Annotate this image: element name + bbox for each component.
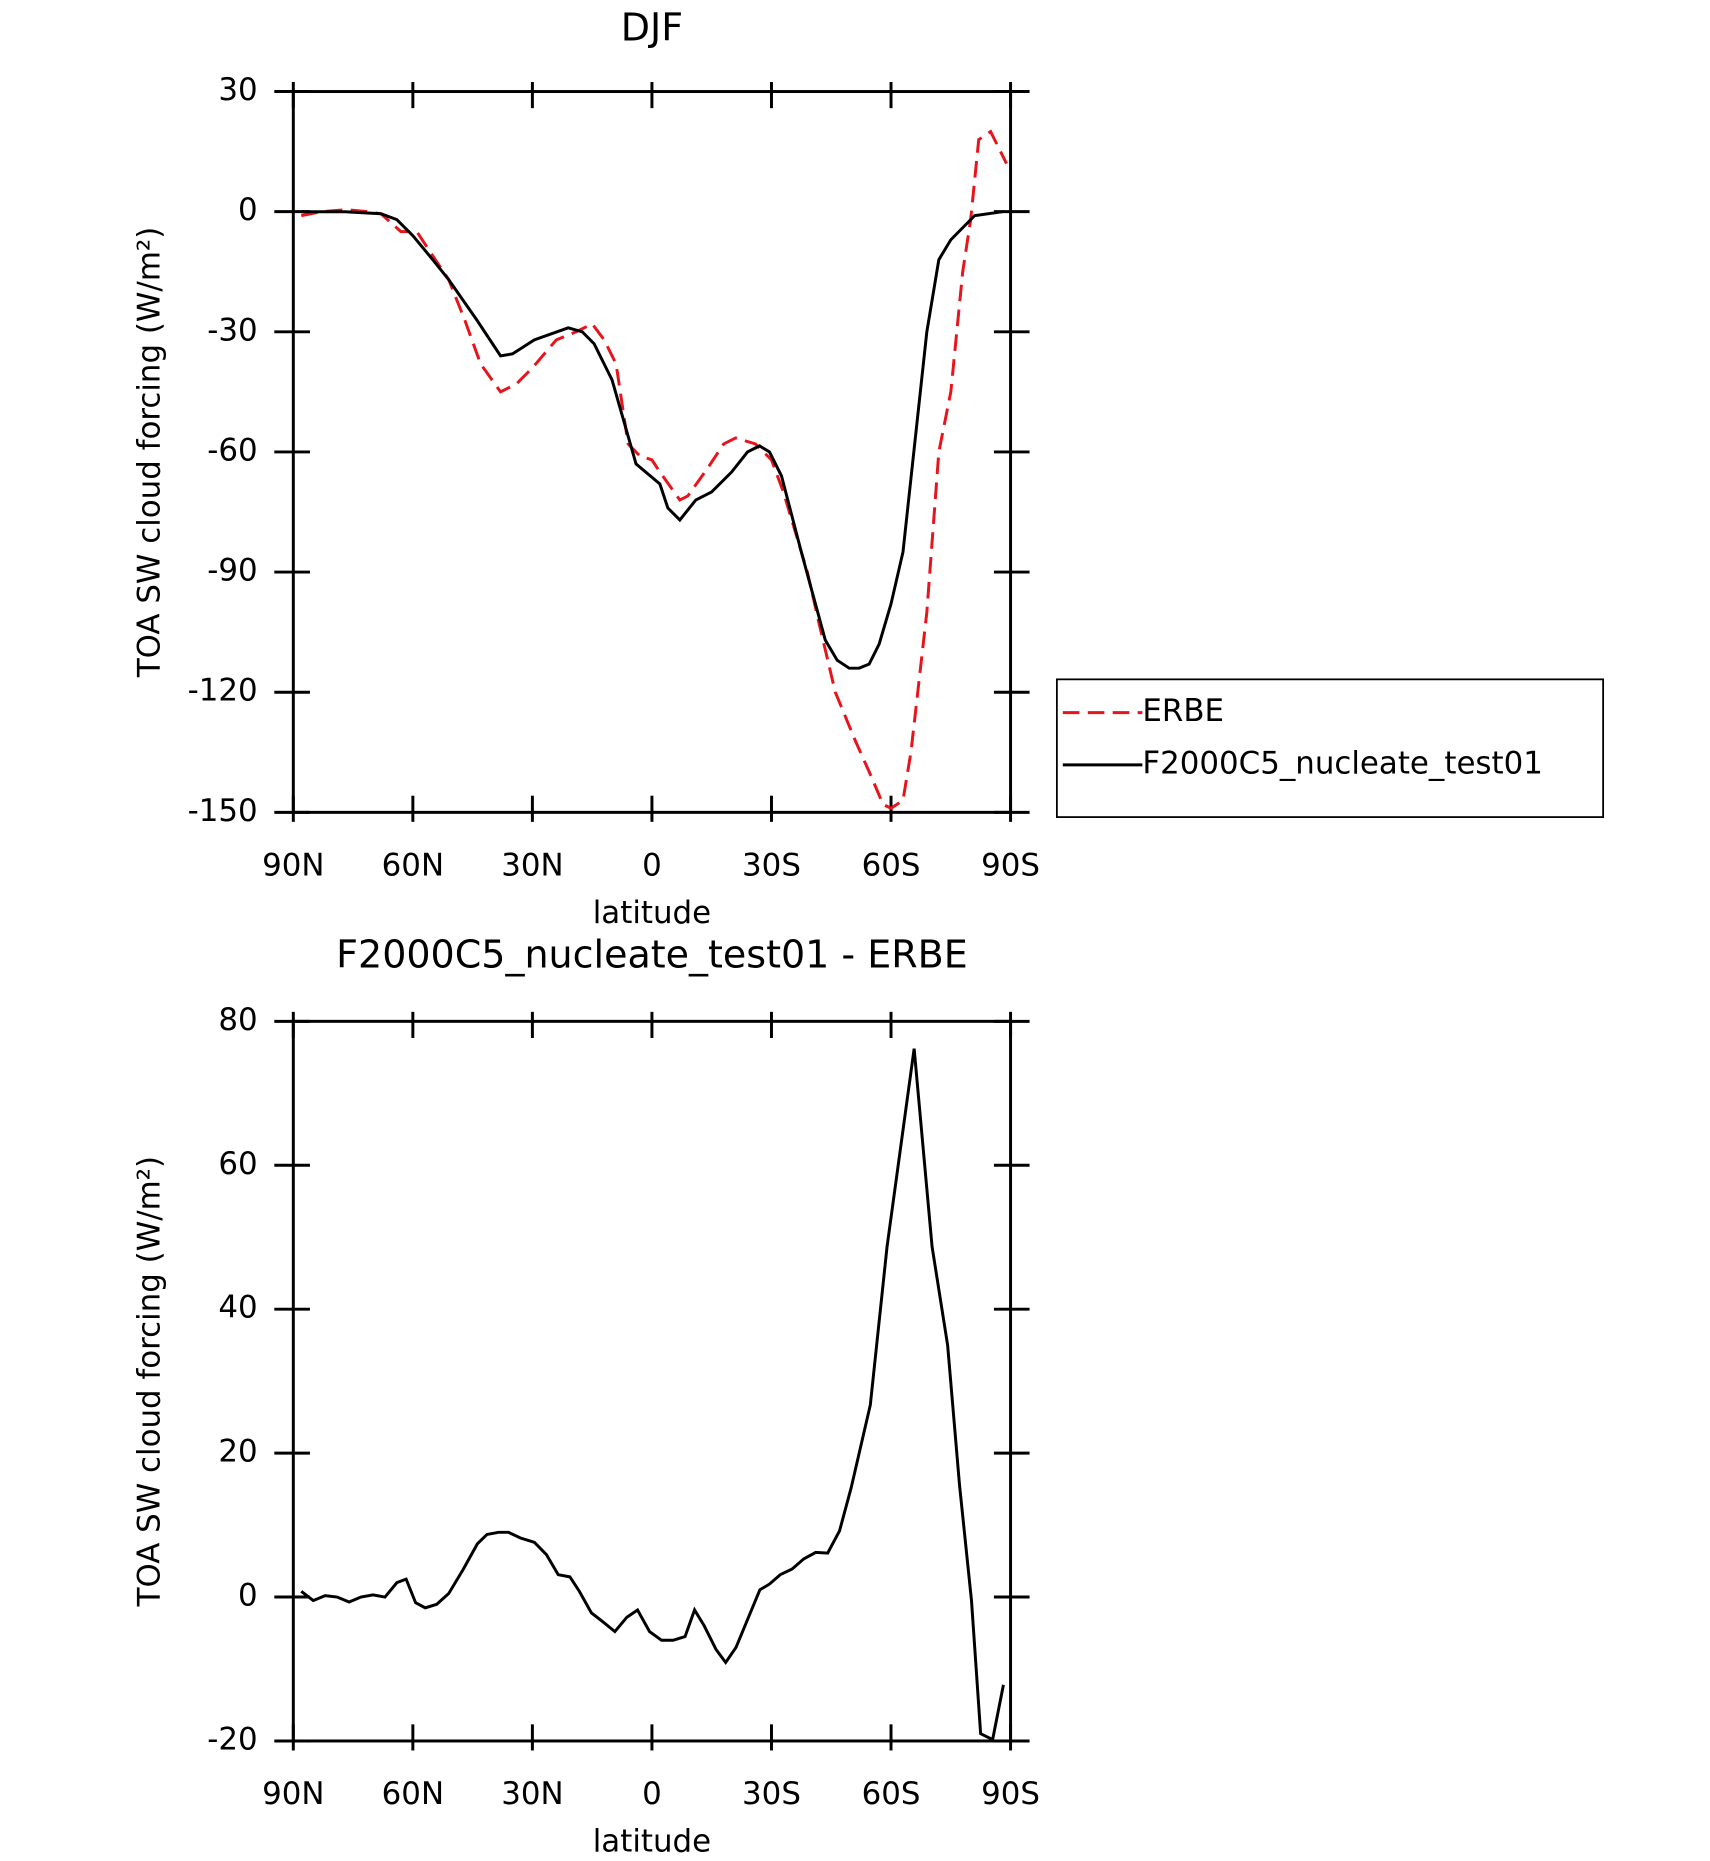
x-axis-label: latitude — [593, 1824, 711, 1860]
y-tick-label: 30 — [218, 72, 257, 108]
x-tick-label: 30S — [742, 847, 801, 883]
y-tick-label: 20 — [218, 1434, 257, 1470]
y-tick-label: -30 — [207, 312, 257, 348]
x-tick-label: 60N — [382, 847, 444, 883]
x-tick-label: 30N — [501, 1776, 563, 1812]
x-tick-label: 60S — [862, 847, 921, 883]
x-tick-label: 90S — [981, 1776, 1040, 1812]
x-tick-label: 30S — [742, 1776, 801, 1812]
x-tick-label: 60N — [382, 1776, 444, 1812]
y-axis-label: TOA SW cloud forcing (W/m²) — [131, 1156, 167, 1607]
legend-label: F2000C5_nucleate_test01 — [1142, 745, 1543, 781]
legend-label: ERBE — [1142, 693, 1224, 729]
chart-title: F2000C5_nucleate_test01 - ERBE — [336, 933, 968, 977]
x-tick-label: 0 — [642, 847, 662, 883]
y-tick-label: 60 — [218, 1146, 257, 1182]
x-tick-label: 90S — [981, 847, 1040, 883]
x-tick-label: 30N — [501, 847, 563, 883]
x-axis-label: latitude — [593, 895, 711, 931]
y-tick-label: 80 — [218, 1002, 257, 1038]
y-tick-label: -120 — [188, 673, 258, 709]
data-line — [300, 129, 1008, 811]
x-tick-label: 60S — [862, 1776, 921, 1812]
x-tick-label: 0 — [642, 1776, 662, 1812]
data-line — [300, 1048, 1005, 1742]
x-tick-label: 90N — [262, 1776, 324, 1812]
plot-frame — [291, 90, 1013, 814]
x-tick-label: 90N — [262, 847, 324, 883]
y-tick-label: 0 — [238, 192, 258, 228]
legend-box — [1055, 678, 1605, 818]
y-tick-label: -60 — [207, 432, 257, 468]
data-line — [301, 210, 1003, 670]
y-tick-label: 0 — [238, 1578, 258, 1614]
y-axis-label: TOA SW cloud forcing (W/m²) — [131, 227, 167, 678]
chart-title: DJF — [621, 5, 683, 49]
y-tick-label: -20 — [207, 1721, 257, 1757]
y-tick-label: -90 — [207, 553, 257, 589]
y-tick-label: 40 — [218, 1290, 257, 1326]
y-tick-label: -150 — [188, 793, 258, 829]
